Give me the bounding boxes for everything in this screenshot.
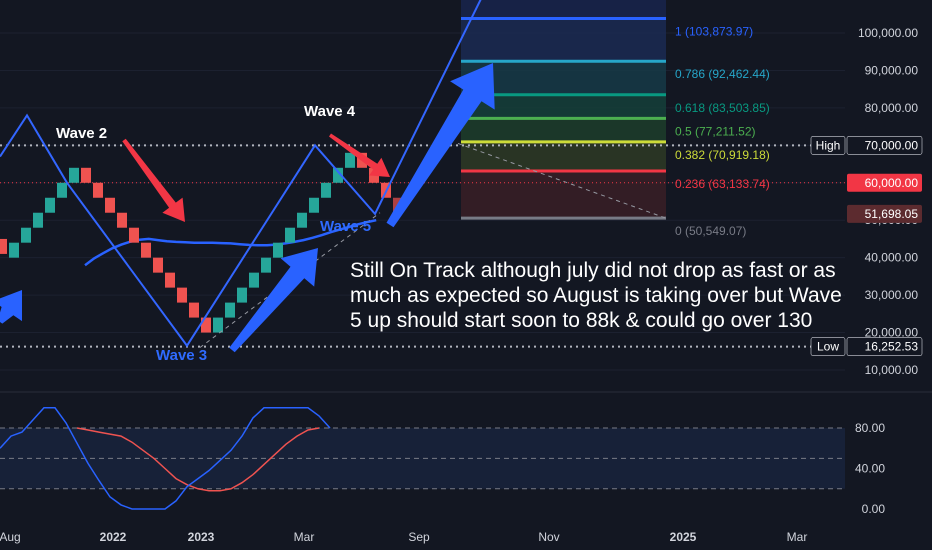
oscillator-pane: 80.00 40.00 0.00 [0,391,932,516]
renko-brick-19 [225,302,235,318]
oscillator-tick-2: 0.00 [862,502,886,516]
renko-brick-20 [237,287,247,303]
oscillator-tick-1: 40.00 [855,462,885,476]
fib-label-1: 0.786 (92,462.44) [675,67,770,81]
time-label-1: 2022 [100,530,127,544]
time-label-4: Sep [408,530,430,544]
renko-brick-9 [105,197,115,213]
renko-brick-14 [165,272,175,288]
price-tick-9: 10,000.00 [865,363,919,377]
renko-brick-10 [117,212,127,228]
renko-brick-23 [273,242,283,258]
price-badge-1: 51,698.05 [865,207,919,221]
renko-brick-5 [57,182,67,198]
renko-brick-27 [321,182,331,198]
fib-label-4: 0.382 (70,919.18) [675,148,770,162]
fib-label-0: 1 (103,873.97) [675,24,753,38]
renko-brick-28 [333,167,343,183]
wave-label-4: Wave 4 [304,103,356,120]
level-badge-value-1: 16,252.53 [865,340,919,354]
time-label-6: 2025 [670,530,697,544]
fib-band-2 [461,94,666,119]
price-tick-0: 100,000.00 [858,26,918,40]
renko-brick-7 [81,167,91,183]
price-axis[interactable]: 100,000.00 90,000.00 80,000.00 70,000.00 60,… [858,26,918,377]
time-axis[interactable]: Aug 2022 2023 Mar Sep Nov 2025 Mar [0,530,807,544]
fib-label-5: 0.236 (63,133.74) [675,177,770,191]
fib-trendline [457,142,667,219]
wave-labels: Wave 2 Wave 3 Wave 4 Wave 5 [56,103,371,364]
renko-brick-21 [249,272,259,288]
fib-label-3: 0.5 (77,211.52) [675,124,756,138]
renko-brick-15 [177,287,187,303]
renko-brick-11 [129,227,139,243]
level-badge-name-0: High [816,138,841,152]
renko-brick-18 [213,317,223,333]
wave-label-5: Wave 5 [320,218,371,235]
level-badge-name-bg-0 [810,136,846,155]
fib-band-0 [461,18,666,62]
wave-polyline [0,0,482,348]
wave-label-3: Wave 3 [156,347,207,364]
fib-label-6: 0 (50,549.07) [675,224,746,238]
price-badge-bg-0 [847,173,922,192]
fib-label-2: 0.618 (83,503.85) [675,101,770,115]
renko-brick-3 [33,212,43,228]
annotation-arrows[interactable] [0,63,495,353]
time-label-5: Nov [538,530,559,544]
renko-brick-8 [93,182,103,198]
renko-brick-6 [69,167,79,183]
level-badge-name-1: Low [817,340,839,354]
renko-brick-1 [9,242,19,258]
price-tick-2: 80,000.00 [865,101,919,115]
arrow-blue-wave5 [386,63,495,228]
renko-brick-26 [309,197,319,213]
time-label-0: Aug [0,530,21,544]
renko-brick-13 [153,257,163,273]
time-label-2: 2023 [188,530,215,544]
price-tick-8: 20,000.00 [865,326,919,340]
oscillator-main-line [0,407,331,510]
horizontal-levels[interactable] [0,144,845,348]
fib-band-5 [461,171,666,219]
price-tick-7: 30,000.00 [865,288,919,302]
level-badge-value-0: 70,000.00 [865,138,919,152]
price-badge-0: 60,000.00 [865,176,919,190]
price-tick-6: 40,000.00 [865,251,919,265]
renko-brick-4 [45,197,55,213]
fib-band-extension [461,0,666,19]
fibonacci-retracement[interactable]: 1 (103,873.97) 0.786 (92,462.44) 0.618 (83… [457,0,770,238]
wave-label-2: Wave 2 [56,125,107,142]
renko-brick-29 [345,152,355,168]
renko-brick-12 [141,242,151,258]
level-badge-value-bg-1 [846,337,923,356]
arrow-red-wave4 [329,133,390,177]
fib-band-1 [461,61,666,95]
oscillator-tick-0: 80.00 [855,421,885,435]
renko-brick-22 [261,257,271,273]
arrow-red-wave2 [122,138,185,222]
renko-brick-0 [0,238,7,254]
level-badge-name-bg-1 [810,337,846,356]
renko-brick-2 [21,227,31,243]
price-tick-1: 90,000.00 [865,63,919,77]
annotation-text: Still On Track although july did not dro… [350,259,842,332]
renko-brick-24 [285,227,295,243]
renko-brick-17 [201,317,211,333]
renko-brick-16 [189,302,199,318]
time-label-3: Mar [294,530,315,544]
fib-band-4 [461,141,666,172]
arrow-blue-wave3 [229,248,318,353]
price-badge-bg-1 [847,204,922,223]
level-badge-value-bg-0 [846,136,923,155]
arrow-blue-left [0,290,22,324]
fib-band-3 [461,118,666,142]
oscillator-signal-line [76,427,320,492]
time-label-7: Mar [787,530,808,544]
price-badges: High 70,000.00 Low 16,252.53 60,000.00 51,698… [810,136,923,356]
renko-brick-25 [297,212,307,228]
